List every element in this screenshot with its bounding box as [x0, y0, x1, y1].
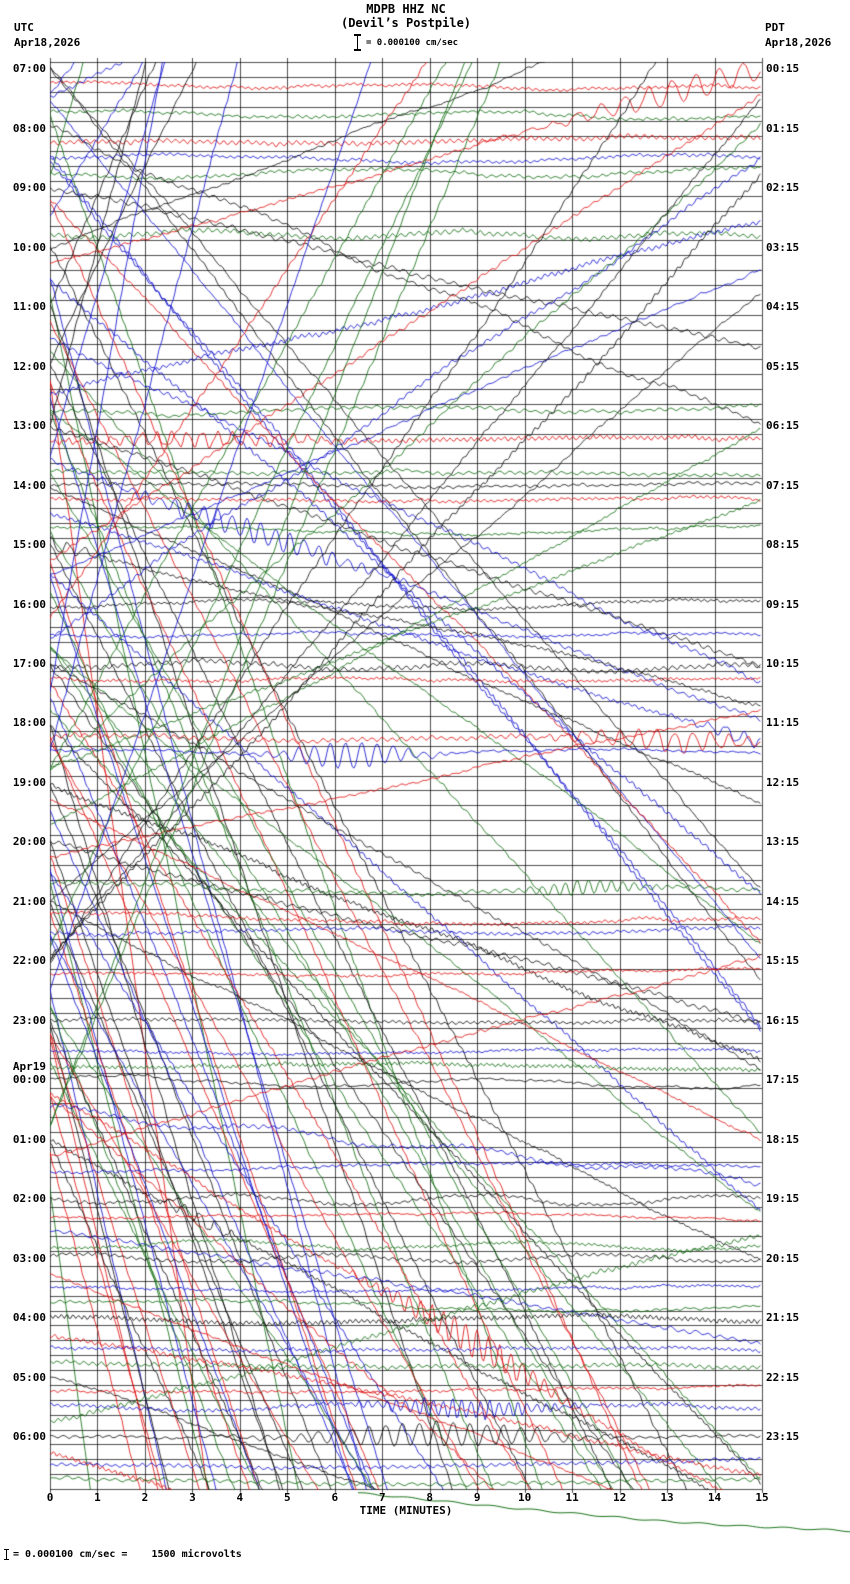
time-label-utc: 06:00: [12, 1429, 46, 1443]
time-label-utc: 23:00: [12, 1013, 46, 1027]
time-label-utc: 14:00: [12, 478, 46, 492]
date-label: Apr19: [12, 1060, 46, 1074]
time-label-utc: 10:00: [12, 240, 46, 254]
x-tick-label: 12: [612, 1491, 627, 1504]
time-label-pdt: 01:15: [766, 121, 800, 135]
time-label-pdt: 12:15: [766, 775, 800, 789]
time-label-utc: 03:00: [12, 1251, 46, 1265]
utc-date-label: Apr18,2026: [14, 36, 81, 49]
time-label-pdt: 07:15: [766, 478, 800, 492]
x-tick-label: 5: [284, 1491, 291, 1504]
time-label-pdt: 16:15: [766, 1013, 800, 1027]
pdt-header: PDT Apr18,2026: [765, 20, 831, 50]
time-label-utc: 19:00: [12, 775, 46, 789]
time-label-pdt: 19:15: [766, 1192, 800, 1206]
time-label-utc: 09:00: [12, 181, 46, 195]
x-tick-label: 11: [565, 1491, 579, 1504]
x-tick-label: 1: [94, 1491, 101, 1504]
time-label-utc: 04:00: [12, 1311, 46, 1325]
x-tick-label: 10: [518, 1491, 532, 1504]
x-tick-label: 2: [141, 1491, 149, 1504]
x-tick-label: 6: [331, 1491, 339, 1504]
title-block: MDPB HHZ NC (Devil’s Postpile) = 0.00010…: [0, 2, 812, 51]
x-tick-label: 9: [473, 1491, 481, 1504]
pdt-date-label: Apr18,2026: [765, 36, 832, 49]
time-label-utc: 18:00: [12, 716, 46, 730]
station-title: MDPB HHZ NC: [366, 2, 446, 16]
footer-scale-text: = 0.000100 cm/sec = 1500 microvolts: [13, 1549, 242, 1560]
scale-text: = 0.000100 cm/sec: [365, 37, 459, 48]
time-label-pdt: 10:15: [766, 657, 800, 671]
x-tick-label: 14: [707, 1491, 722, 1504]
time-label-utc: 05:00: [12, 1370, 46, 1384]
time-label-pdt: 03:15: [766, 240, 800, 254]
x-tick-label: 15: [755, 1491, 769, 1504]
x-tick-label: 0: [46, 1491, 54, 1504]
time-label-utc: 00:00: [12, 1073, 46, 1087]
time-label-pdt: 09:15: [766, 597, 800, 611]
time-label-pdt: 13:15: [766, 835, 800, 849]
footer-scale-note: = 0.000100 cm/sec = 1500 microvolts: [4, 1549, 242, 1560]
time-label-utc: 07:00: [12, 62, 46, 76]
time-label-utc: 17:00: [12, 657, 46, 671]
x-tick-label: 7: [378, 1491, 386, 1504]
time-label-pdt: 20:15: [766, 1251, 800, 1265]
time-label-pdt: 00:15: [766, 62, 800, 76]
x-axis-title: TIME (MINUTES): [359, 1504, 453, 1517]
time-label-utc: 21:00: [12, 894, 46, 908]
time-label-utc: 12:00: [12, 359, 46, 373]
time-label-utc: 08:00: [12, 121, 46, 135]
time-label-pdt: 21:15: [766, 1311, 800, 1325]
utc-zone-label: UTC: [14, 21, 34, 34]
time-label-utc: 15:00: [12, 538, 46, 552]
time-label-pdt: 22:15: [766, 1370, 800, 1384]
x-tick-label: 3: [189, 1491, 196, 1504]
time-label-utc: 11:00: [12, 300, 46, 314]
time-label-utc: 20:00: [12, 835, 46, 849]
time-label-utc: 02:00: [12, 1192, 46, 1206]
x-tick-label: 8: [426, 1491, 434, 1504]
time-label-pdt: 14:15: [766, 894, 800, 908]
time-label-utc: 22:00: [12, 954, 46, 968]
footer-scale-bar-icon: [4, 1549, 9, 1560]
pdt-zone-label: PDT: [765, 21, 785, 34]
time-label-utc: 16:00: [12, 597, 46, 611]
time-label-pdt: 11:15: [766, 716, 800, 730]
time-label-utc: 01:00: [12, 1132, 46, 1146]
time-label-pdt: 02:15: [766, 181, 800, 195]
time-label-pdt: 08:15: [766, 538, 800, 552]
time-label-pdt: 17:15: [766, 1073, 800, 1087]
time-label-pdt: 05:15: [766, 359, 800, 373]
time-label-pdt: 18:15: [766, 1132, 800, 1146]
scale-row: = 0.000100 cm/sec: [0, 34, 812, 51]
time-label-utc: 13:00: [12, 419, 46, 433]
x-tick-label: 4: [236, 1491, 244, 1504]
time-label-pdt: 15:15: [766, 954, 800, 968]
station-subtitle: (Devil’s Postpile): [340, 16, 472, 30]
time-label-pdt: 23:15: [766, 1429, 800, 1443]
utc-header: UTC Apr18,2026: [14, 20, 80, 50]
time-label-pdt: 06:15: [766, 419, 800, 433]
scale-bar-icon: [353, 34, 361, 51]
x-tick-label: 13: [660, 1491, 674, 1504]
time-label-pdt: 04:15: [766, 300, 800, 314]
